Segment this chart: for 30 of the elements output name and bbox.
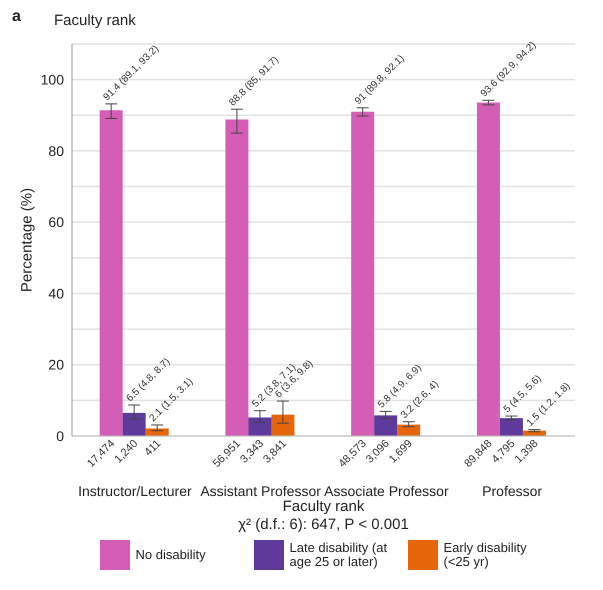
- x-tick-label: Professor: [482, 483, 542, 499]
- annotation: 411: [142, 438, 164, 459]
- text: χ² (d.f.: 6): 647, P < 0.001: [237, 516, 410, 534]
- y-tick-label: 100: [40, 72, 64, 88]
- y-tick-label: 80: [48, 142, 64, 159]
- bar: [397, 424, 420, 436]
- text: a: [12, 8, 21, 26]
- y-tick-label: 60: [48, 214, 64, 230]
- y-axis-title: Percentage (%): [18, 188, 36, 292]
- bar: [351, 112, 374, 436]
- y-tick-label: 0: [56, 428, 64, 444]
- x-tick-label: Assistant Professor: [200, 483, 322, 499]
- legend-label: No disability: [136, 547, 207, 562]
- bar: [271, 414, 294, 436]
- y-tick-label: 40: [48, 285, 64, 302]
- bar: [476, 102, 500, 436]
- legend-label: Early disability (<25 yr): [444, 540, 528, 569]
- x-tick-label: Associate Professor: [324, 483, 449, 499]
- bar: [122, 412, 146, 436]
- bar: [248, 417, 272, 436]
- bar: [500, 418, 523, 436]
- bar: [100, 110, 123, 436]
- x-tick-label: Instructor/Lecturer: [78, 483, 192, 499]
- x-axis-title: Faculty rank: [282, 498, 366, 516]
- bar: [374, 415, 398, 436]
- bar: [146, 428, 169, 436]
- y-tick-label: 20: [48, 356, 64, 373]
- chart-title: Faculty rank: [54, 12, 136, 29]
- legend-label: Late disability (at age 25 or later): [290, 540, 388, 569]
- bar: [225, 120, 248, 436]
